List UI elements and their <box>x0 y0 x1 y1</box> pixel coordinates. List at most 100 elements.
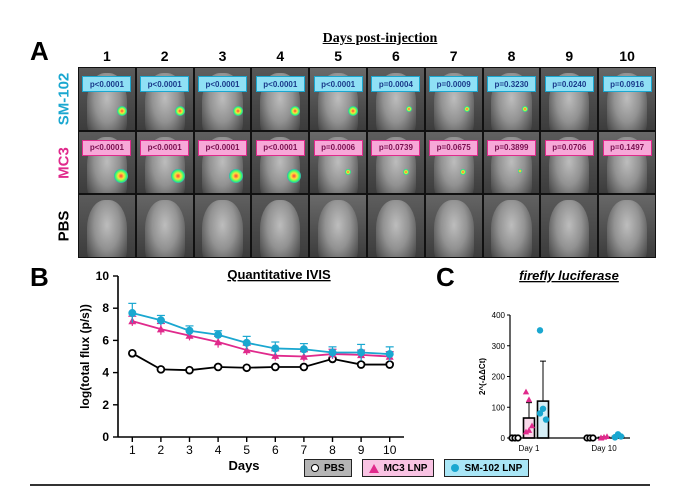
data-point <box>299 345 308 354</box>
data-point <box>271 344 280 353</box>
y-tick-label: 10 <box>96 269 110 283</box>
p-value-label: p<0.0001 <box>82 76 132 92</box>
ivis-image: p=0.0004 <box>368 68 424 130</box>
ivis-image <box>425 195 482 257</box>
bar <box>611 435 625 439</box>
p-value-label: p<0.0001 <box>82 139 132 156</box>
p-value-label: p=0.0675 <box>429 139 479 156</box>
ivis-image: p=0.3899 <box>483 131 540 194</box>
ivis-image: p=0.0675 <box>425 131 482 194</box>
y-axis-label: log(total flux (p/s)) <box>78 304 92 409</box>
p-value-label: p<0.0001 <box>140 139 190 156</box>
ivis-image: p=0.0009 <box>425 68 482 130</box>
x-tick-label: 1 <box>129 443 136 457</box>
legend-label: PBS <box>324 462 345 474</box>
legend-label: SM-102 LNP <box>464 462 523 474</box>
data-point <box>185 326 194 335</box>
ivis-image: p=0.3230 <box>483 68 540 130</box>
data-point <box>603 433 611 440</box>
data-point <box>128 348 137 358</box>
x-tick-label: 2 <box>158 443 165 457</box>
series-line <box>132 312 390 355</box>
p-value-label: p=0.3899 <box>486 139 537 156</box>
data-point <box>522 388 530 395</box>
data-point <box>522 428 530 435</box>
series-line <box>132 320 390 358</box>
p-value-label: p=0.1497 <box>602 139 652 156</box>
ivis-image <box>136 195 193 257</box>
data-point <box>242 363 252 373</box>
y-tick-label: 8 <box>102 301 109 315</box>
data-point <box>511 434 519 442</box>
data-point <box>385 350 394 359</box>
data-point <box>611 434 619 441</box>
legend: PBS MC3 LNP SM-102 LNP <box>304 459 530 477</box>
open-circle-marker-icon <box>311 464 319 472</box>
data-point <box>589 434 597 442</box>
data-point <box>597 434 605 441</box>
ivis-image: p=0.0240 <box>541 68 598 130</box>
ivis-image <box>368 195 424 257</box>
x-tick-label: 8 <box>329 443 336 457</box>
p-value-label: p<0.0001 <box>197 76 248 92</box>
row-label: MC3 <box>55 146 73 179</box>
ivis-image: p=0.0739 <box>368 131 424 194</box>
data-point <box>611 433 619 441</box>
data-point <box>214 330 223 339</box>
p-value-label: p<0.0001 <box>255 76 305 92</box>
data-point <box>128 309 137 318</box>
data-point <box>128 317 137 325</box>
data-point <box>528 422 536 429</box>
data-point <box>242 338 251 347</box>
p-value-label: p=0.0240 <box>544 76 594 92</box>
y-tick-label: 400 <box>492 311 506 320</box>
data-point <box>508 434 516 442</box>
y-tick-label: 200 <box>492 373 506 382</box>
day-number: 7 <box>449 48 458 64</box>
panel-a-label: A <box>30 36 49 66</box>
data-point <box>299 362 309 372</box>
x-tick-label: 6 <box>272 443 279 457</box>
ivis-image: p<0.0001 <box>310 68 366 130</box>
data-point <box>539 405 547 412</box>
bar <box>597 436 611 439</box>
y-tick-label: 6 <box>102 333 109 347</box>
data-point <box>357 348 366 357</box>
ivis-image: p=0.0006 <box>310 131 366 194</box>
ivis-image: p<0.0001 <box>252 68 309 130</box>
y-tick-label: 2 <box>102 398 109 412</box>
legend-item: PBS <box>304 459 352 477</box>
data-point <box>536 410 544 417</box>
data-point <box>156 316 165 325</box>
ivis-image <box>310 195 366 257</box>
data-point <box>214 338 223 346</box>
day-number: 8 <box>507 48 516 64</box>
data-point <box>271 351 280 359</box>
ivis-image: p<0.0001 <box>79 68 135 130</box>
p-value-label: p=0.3230 <box>486 76 537 92</box>
row-label: SM-102 <box>55 72 73 126</box>
x-tick-label: 3 <box>186 443 193 457</box>
y-tick-label: 100 <box>492 403 506 412</box>
data-point <box>514 434 522 442</box>
ivis-image: p<0.0001 <box>136 131 193 194</box>
triangle-marker-icon <box>368 463 379 473</box>
p-value-label: p=0.0706 <box>544 139 594 156</box>
data-point <box>385 360 395 369</box>
x-tick-label: 7 <box>301 443 308 457</box>
day-number: 3 <box>218 48 227 64</box>
ivis-image <box>194 195 251 257</box>
p-value-label: p<0.0001 <box>197 139 248 156</box>
ivis-image <box>541 195 598 257</box>
ivis-image <box>252 195 309 257</box>
day-number: 2 <box>160 48 169 64</box>
panel-c-label: C <box>436 262 455 292</box>
data-point <box>597 434 605 441</box>
p-value-label: p=0.0739 <box>371 139 421 156</box>
y-tick-label: 0 <box>501 434 506 443</box>
legend-label: MC3 LNP <box>383 462 428 474</box>
ivis-image: p<0.0001 <box>194 68 251 130</box>
x-tick-label: Day 10 <box>591 444 617 453</box>
data-point <box>617 433 625 440</box>
day-number: 1 <box>102 48 111 64</box>
